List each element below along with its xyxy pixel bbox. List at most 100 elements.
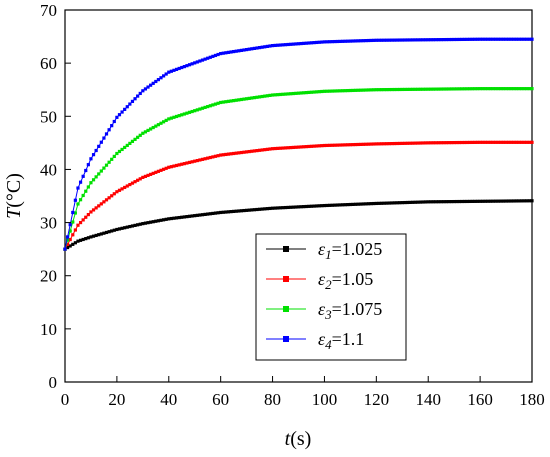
data-point xyxy=(421,38,425,42)
data-point xyxy=(136,135,140,139)
data-point xyxy=(84,215,88,219)
data-point xyxy=(400,87,404,92)
data-point xyxy=(198,213,202,217)
data-point xyxy=(333,203,337,207)
data-point xyxy=(115,115,119,119)
data-point xyxy=(312,41,316,45)
data-point xyxy=(136,94,140,98)
data-point xyxy=(154,79,158,84)
data-point xyxy=(460,140,464,145)
data-point xyxy=(527,140,532,144)
data-point xyxy=(117,149,122,154)
series-2 xyxy=(63,140,534,251)
data-point xyxy=(71,220,75,224)
legend-label: ε3=1.075 xyxy=(318,299,382,322)
data-point xyxy=(177,163,181,167)
data-point xyxy=(460,37,464,42)
data-point xyxy=(520,37,524,41)
data-point xyxy=(190,109,194,114)
data-point xyxy=(169,165,173,169)
data-point xyxy=(416,141,420,145)
x-tick-label: 100 xyxy=(312,390,338,409)
data-point xyxy=(208,155,212,160)
x-axis-label: t(s) xyxy=(285,428,312,450)
data-point xyxy=(525,199,529,203)
data-point xyxy=(156,169,160,173)
data-point xyxy=(343,143,347,147)
data-point xyxy=(353,39,358,43)
data-point xyxy=(468,199,472,204)
data-point xyxy=(167,70,171,74)
data-point xyxy=(291,145,295,150)
data-point xyxy=(325,40,329,44)
data-point xyxy=(216,101,220,105)
data-point xyxy=(117,113,122,117)
data-point xyxy=(501,140,506,144)
data-point xyxy=(501,37,506,41)
data-point xyxy=(193,159,197,163)
data-point xyxy=(239,48,244,52)
data-point xyxy=(174,114,179,119)
data-point xyxy=(232,209,236,214)
data-point xyxy=(294,205,298,209)
data-point xyxy=(307,41,311,45)
data-point xyxy=(496,140,500,144)
data-point xyxy=(473,87,477,91)
data-point xyxy=(141,131,145,135)
data-point xyxy=(219,210,223,215)
data-point xyxy=(268,206,272,211)
data-point xyxy=(161,74,166,78)
data-point xyxy=(356,88,360,92)
data-point xyxy=(250,96,254,100)
data-point xyxy=(65,235,70,239)
data-point xyxy=(123,226,127,230)
data-point xyxy=(530,199,534,203)
data-point xyxy=(289,42,293,46)
data-point xyxy=(356,202,360,206)
data-point xyxy=(104,163,109,167)
data-point xyxy=(369,142,373,146)
data-point xyxy=(91,178,96,182)
data-point xyxy=(172,68,176,72)
data-point xyxy=(229,210,233,214)
data-point xyxy=(278,206,282,210)
data-point xyxy=(302,41,306,45)
data-point xyxy=(377,201,381,205)
data-point xyxy=(136,223,140,227)
data-point xyxy=(281,43,285,47)
data-point xyxy=(312,90,316,94)
x-tick-label: 20 xyxy=(108,390,125,409)
data-point xyxy=(133,180,137,184)
legend-marker xyxy=(283,336,289,342)
data-point xyxy=(128,141,132,145)
data-point xyxy=(146,128,150,133)
data-point xyxy=(431,141,436,145)
data-point xyxy=(115,151,119,156)
data-point xyxy=(237,209,241,213)
x-tick-label: 40 xyxy=(160,390,177,409)
data-point xyxy=(315,40,319,45)
data-point xyxy=(408,38,412,42)
data-point xyxy=(520,140,524,144)
data-point xyxy=(437,141,441,145)
data-point xyxy=(265,147,269,151)
data-point xyxy=(208,212,212,216)
data-point xyxy=(499,87,503,91)
data-point xyxy=(421,141,425,145)
data-point xyxy=(68,244,72,248)
data-point xyxy=(216,154,220,158)
data-point xyxy=(475,87,480,91)
data-point xyxy=(263,207,267,211)
data-point xyxy=(338,39,342,44)
data-point xyxy=(198,158,202,162)
data-point xyxy=(232,151,236,156)
data-point xyxy=(151,220,155,224)
data-point xyxy=(65,242,70,246)
data-point xyxy=(322,89,327,93)
data-point xyxy=(130,181,135,185)
data-point xyxy=(206,212,210,216)
data-point xyxy=(527,37,532,41)
data-point xyxy=(444,37,448,42)
data-point xyxy=(320,204,324,208)
data-point xyxy=(221,100,225,104)
